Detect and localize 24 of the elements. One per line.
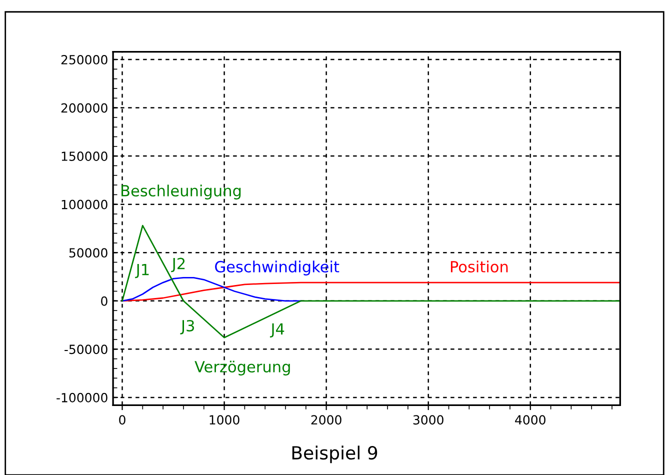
series-label: Geschwindigkeit xyxy=(215,260,340,276)
x-tick-label: 4000 xyxy=(515,415,546,425)
x-tick-label: 3000 xyxy=(413,415,444,425)
text: Beispiel 9 xyxy=(292,446,378,464)
y-tick-label: 100000 xyxy=(62,200,108,210)
line-series xyxy=(122,277,302,302)
x-tick-label: 2000 xyxy=(311,415,342,425)
line-series xyxy=(122,282,620,302)
annotation: J2 xyxy=(171,258,185,272)
series-label: Position xyxy=(450,260,508,272)
text: Beschleunigung xyxy=(122,184,241,200)
annotation: Verzögerung xyxy=(194,360,290,376)
annotation: J1 xyxy=(135,264,149,278)
y-tick-label: 200000 xyxy=(61,103,108,113)
annotation: J3 xyxy=(180,320,194,334)
y-tick-label: 150000 xyxy=(62,152,108,161)
y-tick-label: 250000 xyxy=(61,54,108,64)
y-tick-label: 50000 xyxy=(69,248,108,258)
annotation: J4 xyxy=(270,323,284,338)
y-tick-label: -50000 xyxy=(64,344,108,354)
y-tick-label: -100000 xyxy=(56,392,108,402)
x-tick-label: 0 xyxy=(119,415,126,425)
y-tick-label: 0 xyxy=(101,296,108,306)
x-tick-label: 1000 xyxy=(210,415,240,425)
